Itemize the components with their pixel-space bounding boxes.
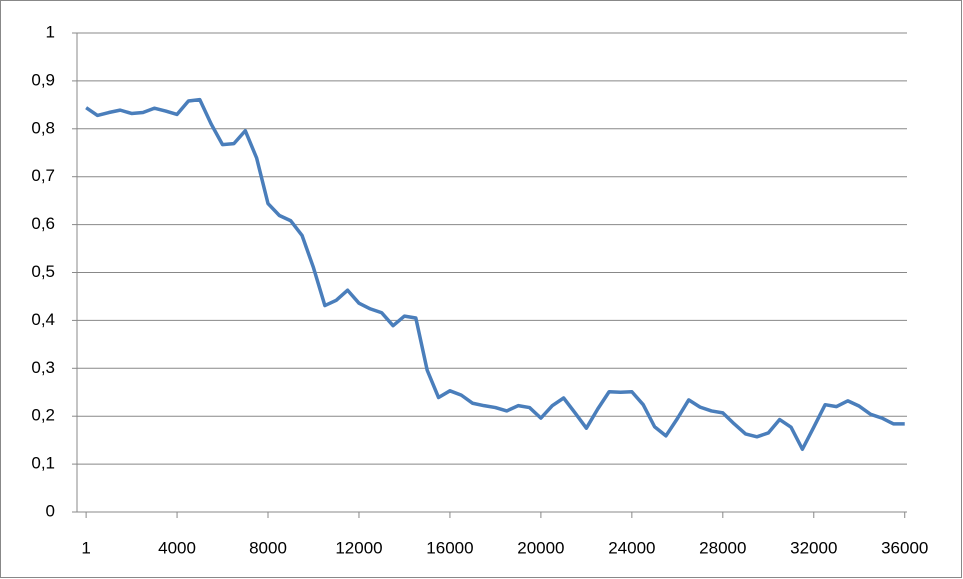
- y-tick-label: 0,7: [31, 166, 55, 185]
- y-tick-label: 0,6: [31, 214, 55, 233]
- x-tick-label: 4000: [158, 538, 196, 557]
- x-tick-label: 1: [81, 538, 90, 557]
- y-tick-label: 1: [46, 22, 55, 41]
- x-tick-label: 32000: [790, 538, 837, 557]
- x-tick-label: 12000: [335, 538, 382, 557]
- data-line: [85, 97, 905, 451]
- y-tick-label: 0,3: [31, 358, 55, 377]
- y-tick-label: 0,5: [31, 262, 55, 281]
- x-tick-label: 36000: [881, 538, 928, 557]
- y-tick-label: 0,4: [31, 310, 55, 329]
- x-tick-label: 24000: [608, 538, 655, 557]
- y-tick-label: 0: [46, 501, 55, 520]
- y-tick-label: 0,8: [31, 118, 55, 137]
- x-tick-label: 8000: [249, 538, 287, 557]
- y-tick-label: 0,9: [31, 70, 55, 89]
- y-tick-label: 0,2: [31, 406, 55, 425]
- x-tick-label: 28000: [699, 538, 746, 557]
- x-tick-label: 16000: [426, 538, 473, 557]
- x-tick-label: 20000: [517, 538, 564, 557]
- y-tick-label: 0,1: [31, 454, 55, 473]
